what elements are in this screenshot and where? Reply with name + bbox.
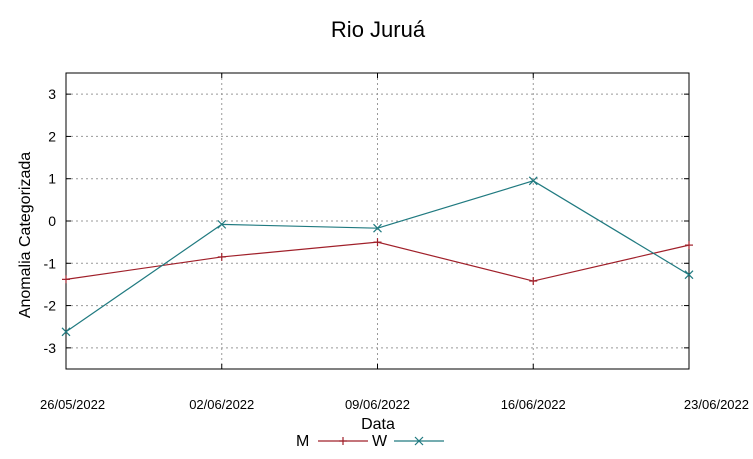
data-point xyxy=(61,327,71,337)
legend-label: M xyxy=(296,433,309,450)
y-tick-label: 1 xyxy=(48,171,56,187)
data-point xyxy=(217,219,227,229)
legend-marker xyxy=(339,437,347,445)
data-point xyxy=(685,241,693,250)
y-tick-label: 2 xyxy=(48,128,56,144)
series-line xyxy=(65,241,690,282)
data-point xyxy=(528,176,538,186)
y-tick-label: 3 xyxy=(48,86,56,102)
data-point xyxy=(373,223,382,233)
y-tick-label: -2 xyxy=(44,298,57,314)
series-M xyxy=(62,238,693,286)
data-point xyxy=(528,176,538,186)
legend-marker xyxy=(414,436,424,446)
y-tick-label: -1 xyxy=(44,255,57,271)
y-axis-label: Anomalia Categorizada xyxy=(17,152,34,318)
grid xyxy=(66,73,689,369)
series-layer xyxy=(61,176,694,337)
y-axis: -3 -2 -1 0 1 2 3 xyxy=(44,86,689,356)
x-tick-label: 09/06/2022 xyxy=(345,397,410,412)
data-point xyxy=(684,270,694,280)
data-point xyxy=(217,219,227,229)
legend-label: W xyxy=(372,433,388,450)
data-point xyxy=(373,238,382,247)
data-point xyxy=(61,327,71,337)
x-tick-label: 16/06/2022 xyxy=(501,397,566,412)
y-tick-label: 0 xyxy=(48,213,56,229)
chart-title: Rio Juruá xyxy=(331,17,426,42)
data-point xyxy=(62,275,70,284)
series-W xyxy=(61,176,694,337)
y-tick-label: -3 xyxy=(44,340,57,356)
data-point xyxy=(529,277,538,286)
x-tick-label: 23/06/2022 xyxy=(684,397,749,412)
x-axis-label: Data xyxy=(361,416,395,433)
data-point xyxy=(373,223,382,233)
x-tick-label: 26/05/2022 xyxy=(40,397,105,412)
data-point xyxy=(217,252,226,261)
data-point xyxy=(684,270,694,280)
x-axis: 26/05/2022 02/06/2022 09/06/2022 16/06/2022… xyxy=(40,73,749,412)
x-tick-label: 02/06/2022 xyxy=(189,397,254,412)
legend-marker xyxy=(414,436,424,446)
